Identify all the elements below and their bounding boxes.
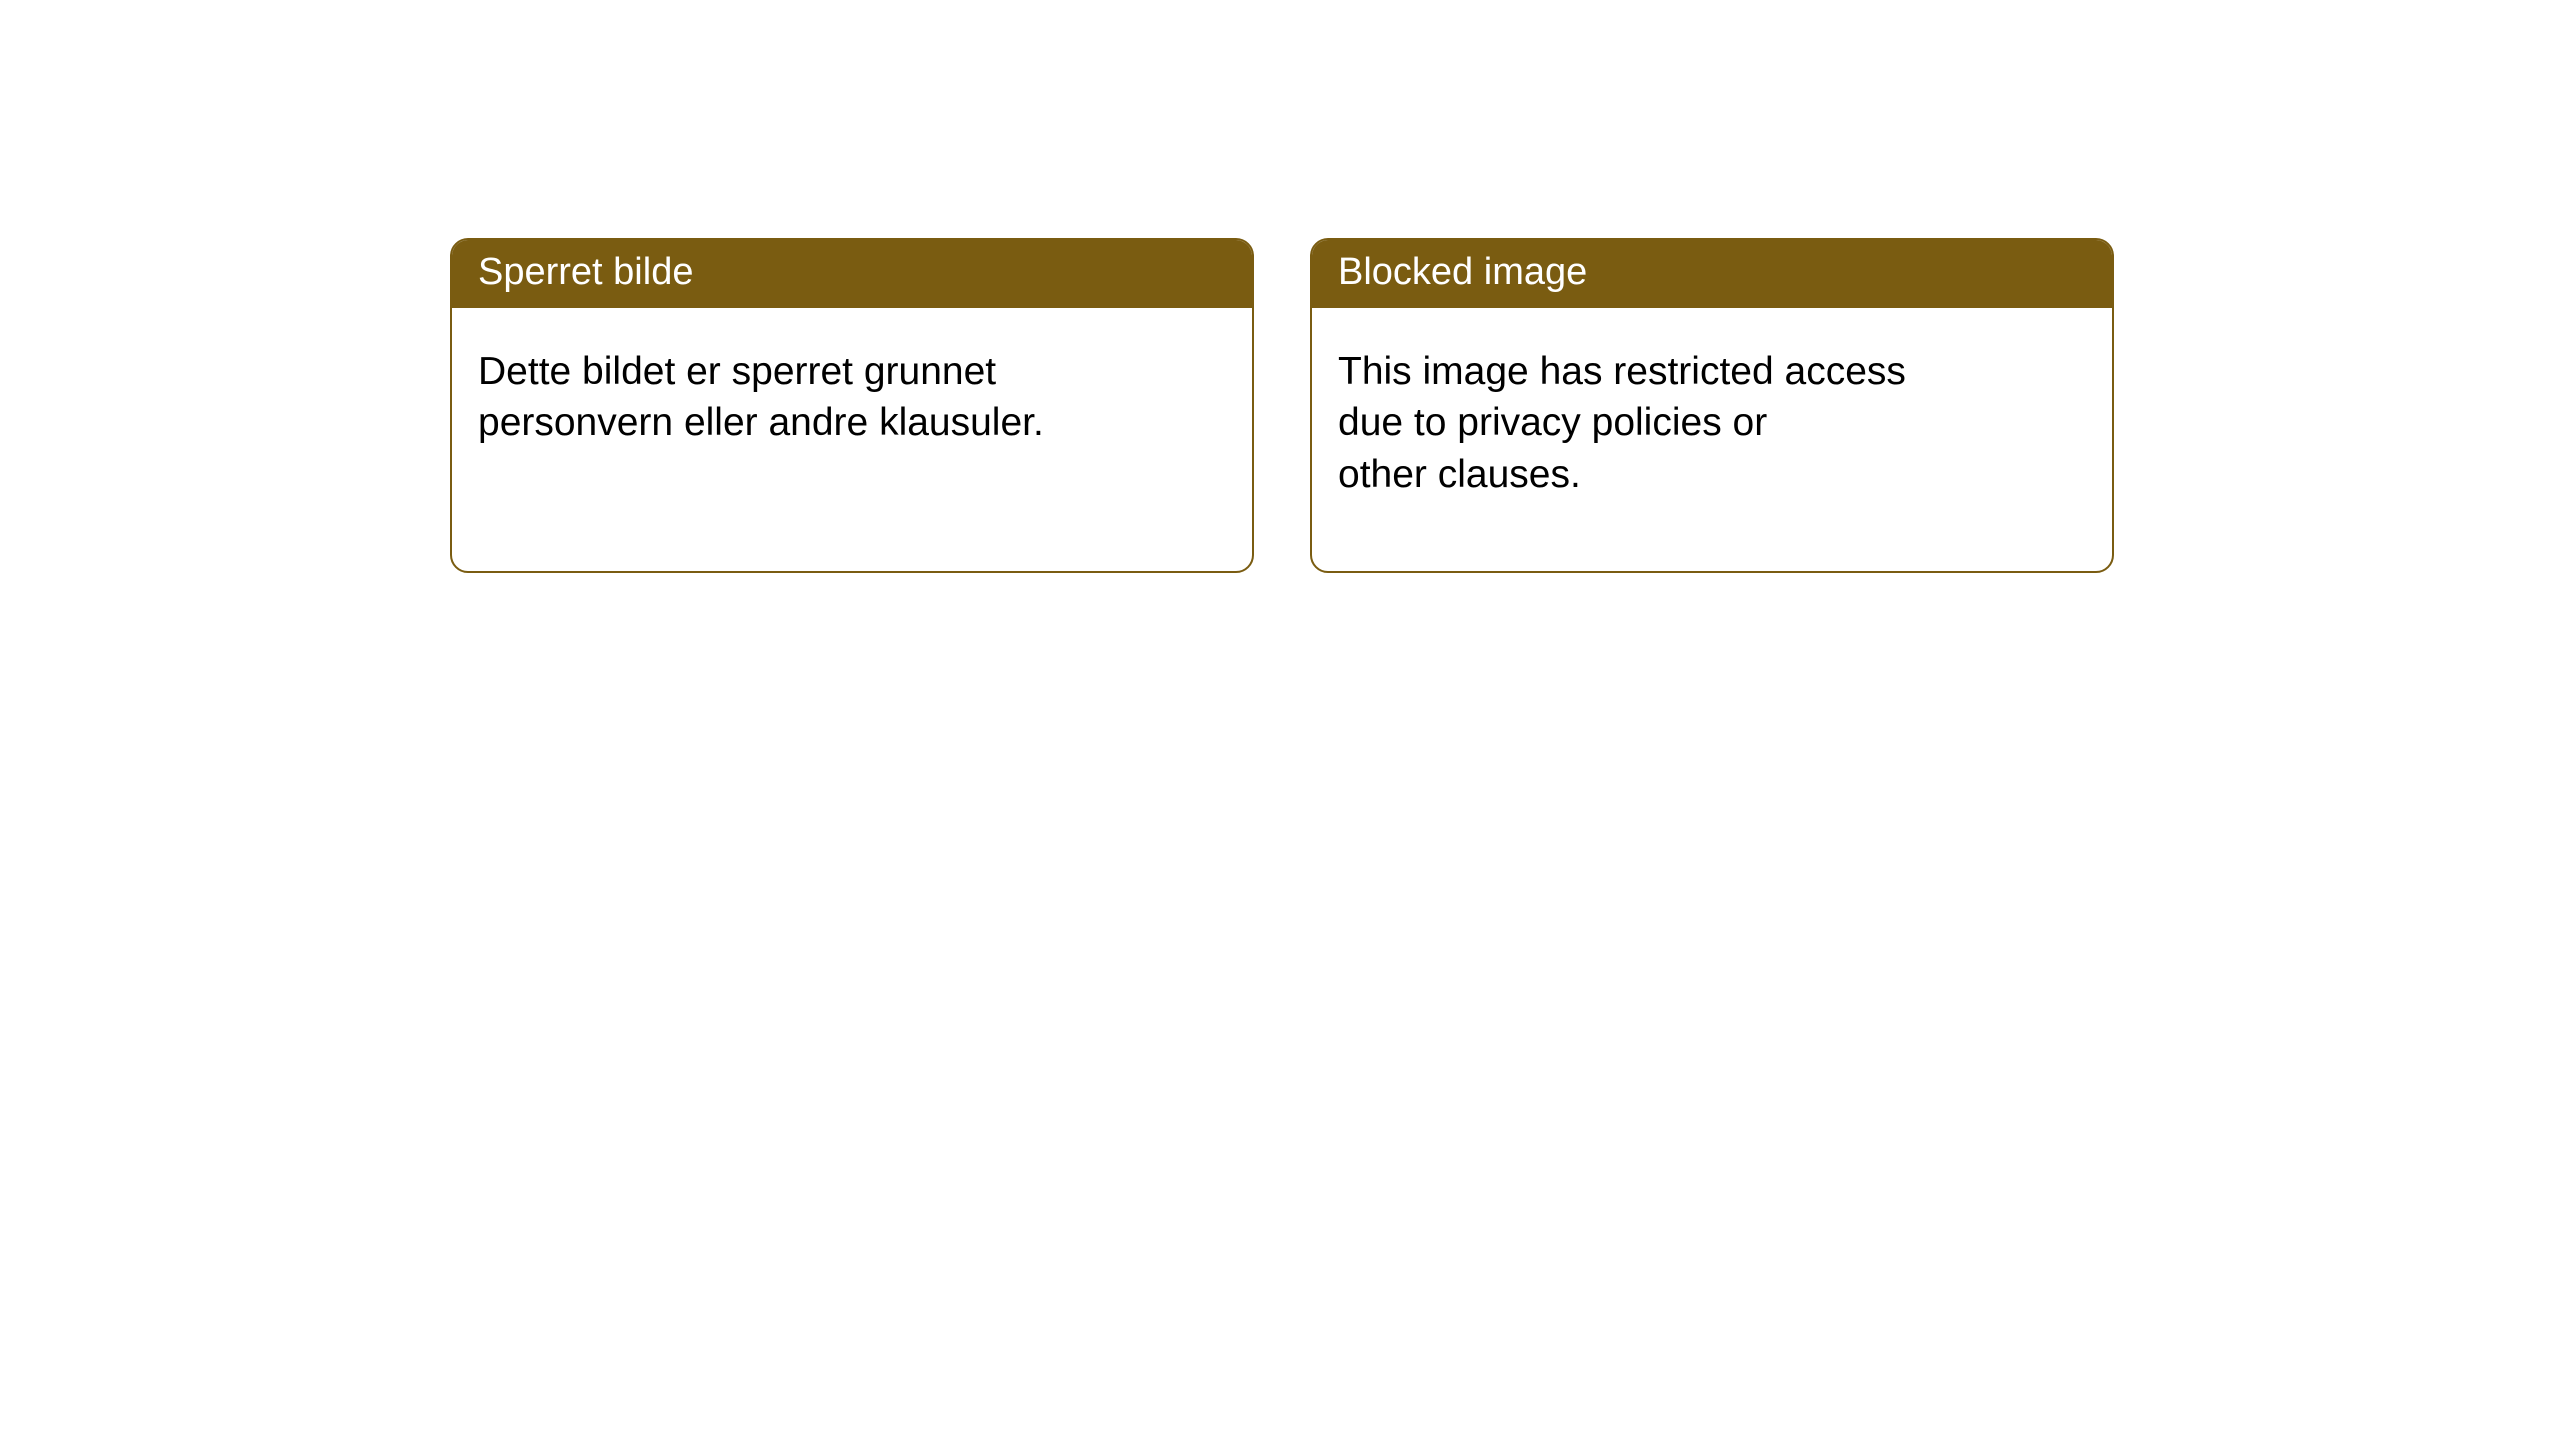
notice-container: Sperret bilde Dette bildet er sperret gr… <box>0 0 2560 573</box>
notice-card-english: Blocked image This image has restricted … <box>1310 238 2114 573</box>
notice-body: Dette bildet er sperret grunnet personve… <box>452 308 1132 475</box>
notice-body: This image has restricted access due to … <box>1312 308 1992 526</box>
notice-title: Blocked image <box>1312 240 2112 308</box>
notice-title: Sperret bilde <box>452 240 1252 308</box>
notice-card-norwegian: Sperret bilde Dette bildet er sperret gr… <box>450 238 1254 573</box>
